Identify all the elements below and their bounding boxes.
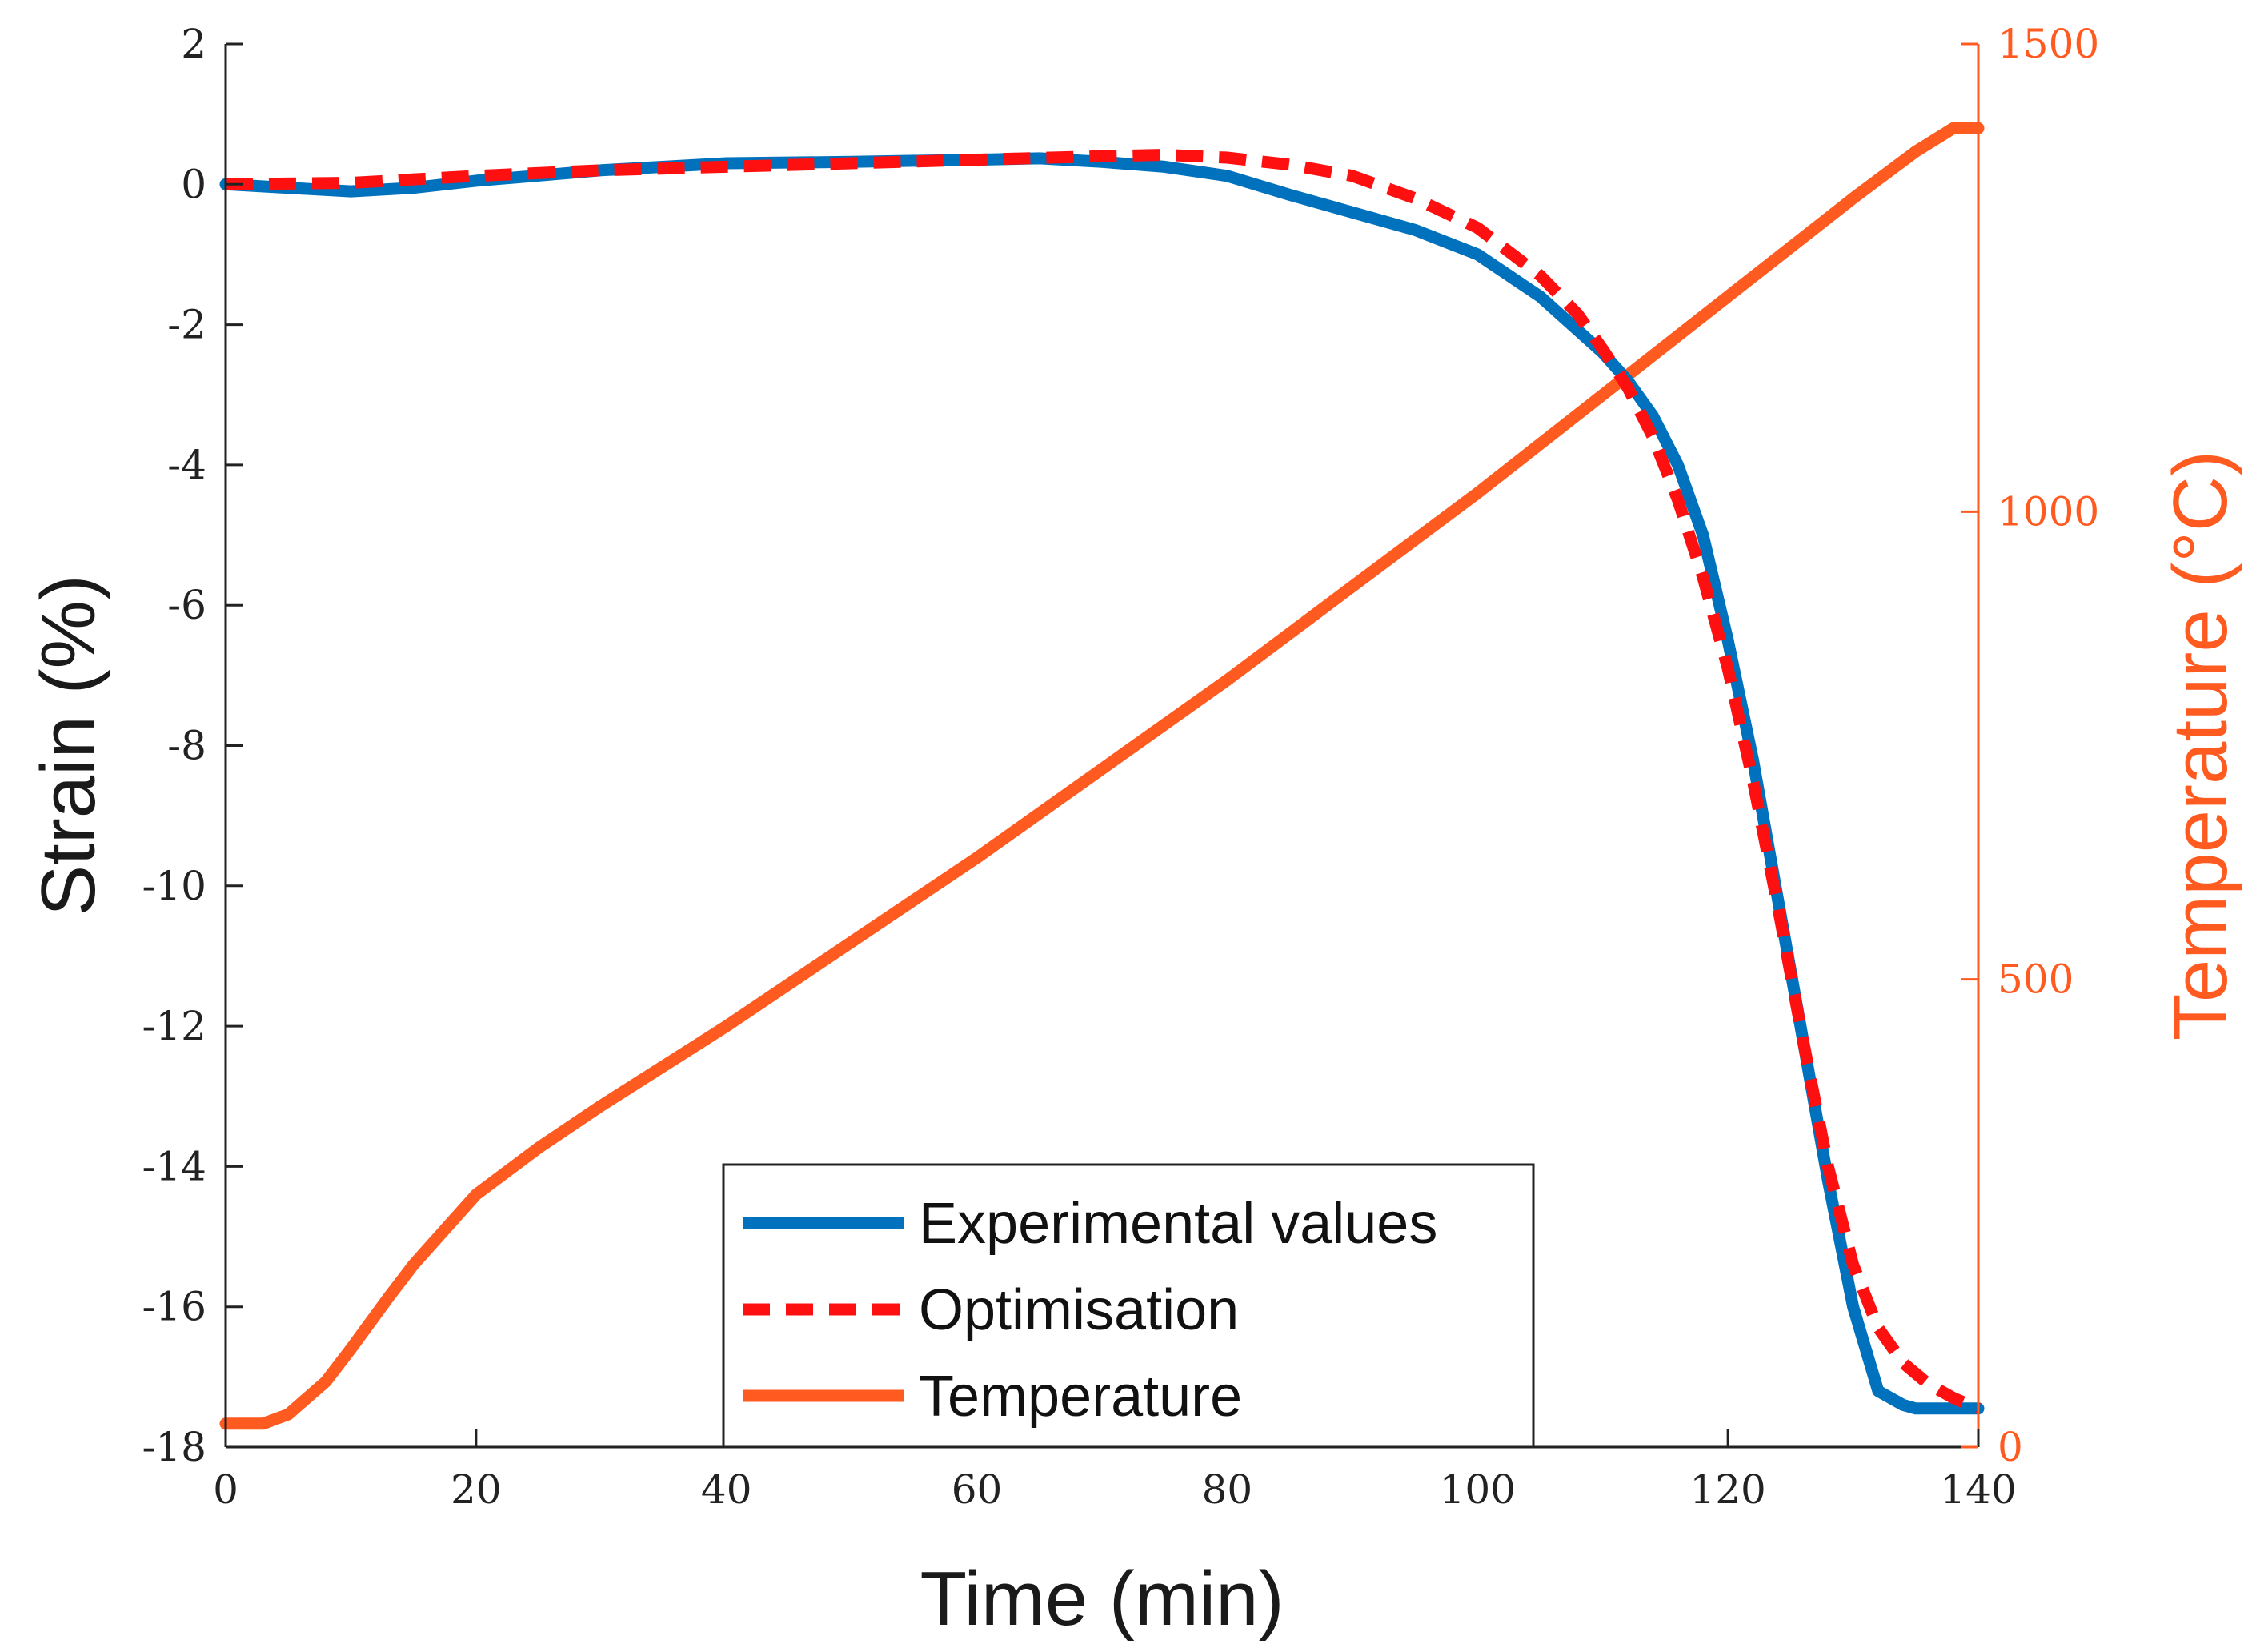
y-tick-label-left: -8 (167, 723, 206, 769)
y-tick-label-left: -6 (167, 582, 206, 628)
y-tick-label-left: -14 (142, 1143, 206, 1189)
legend-label-optimisation: Optimisation (919, 1278, 1239, 1342)
x-tick-label: 100 (1440, 1466, 1516, 1513)
x-tick-label: 40 (701, 1466, 752, 1513)
x-tick-label: 20 (451, 1466, 502, 1513)
x-tick-label: 140 (1940, 1466, 2016, 1513)
series-line-optimisation (225, 149, 1981, 1414)
y-tick-label-left: -10 (142, 863, 206, 909)
y-tick-label-right: 1500 (1998, 21, 2099, 67)
y-tick-label-left: -18 (142, 1424, 206, 1470)
y-tick-label-left: 0 (181, 161, 206, 207)
y-tick-label-right: 1000 (1998, 488, 2099, 535)
x-tick-label: 60 (952, 1466, 1003, 1513)
y-axis-title-left: Strain (%) (26, 575, 111, 916)
x-tick-label: 0 (213, 1466, 238, 1513)
y-tick-label-left: -2 (167, 302, 206, 348)
legend-label-experimental-values: Experimental values (919, 1192, 1437, 1256)
y-tick-label-left: 2 (181, 21, 206, 67)
legend-label-temperature: Temperature (919, 1365, 1242, 1429)
y-tick-label-right: 500 (1998, 956, 2074, 1003)
series-line-temperature (219, 122, 1985, 1430)
y-axis-title-right: Temperature (°C) (2158, 451, 2243, 1041)
axes-layer: 0 20 40 60 80 100 120 14020-2-4-6-8-10-12-14-16… (142, 21, 2099, 1513)
legend: Experimental values Optimisation Temperatu… (722, 1163, 1535, 1449)
series-layer (219, 122, 1985, 1430)
x-tick-label: 120 (1689, 1466, 1765, 1513)
y-tick-label-right: 0 (1998, 1424, 2023, 1470)
y-tick-label-left: -16 (142, 1284, 206, 1330)
x-tick-label: 80 (1202, 1466, 1253, 1513)
x-axis-title: Time (min) (920, 1556, 1284, 1642)
y-tick-label-left: -4 (167, 442, 206, 488)
y-tick-label-left: -12 (142, 1003, 206, 1049)
